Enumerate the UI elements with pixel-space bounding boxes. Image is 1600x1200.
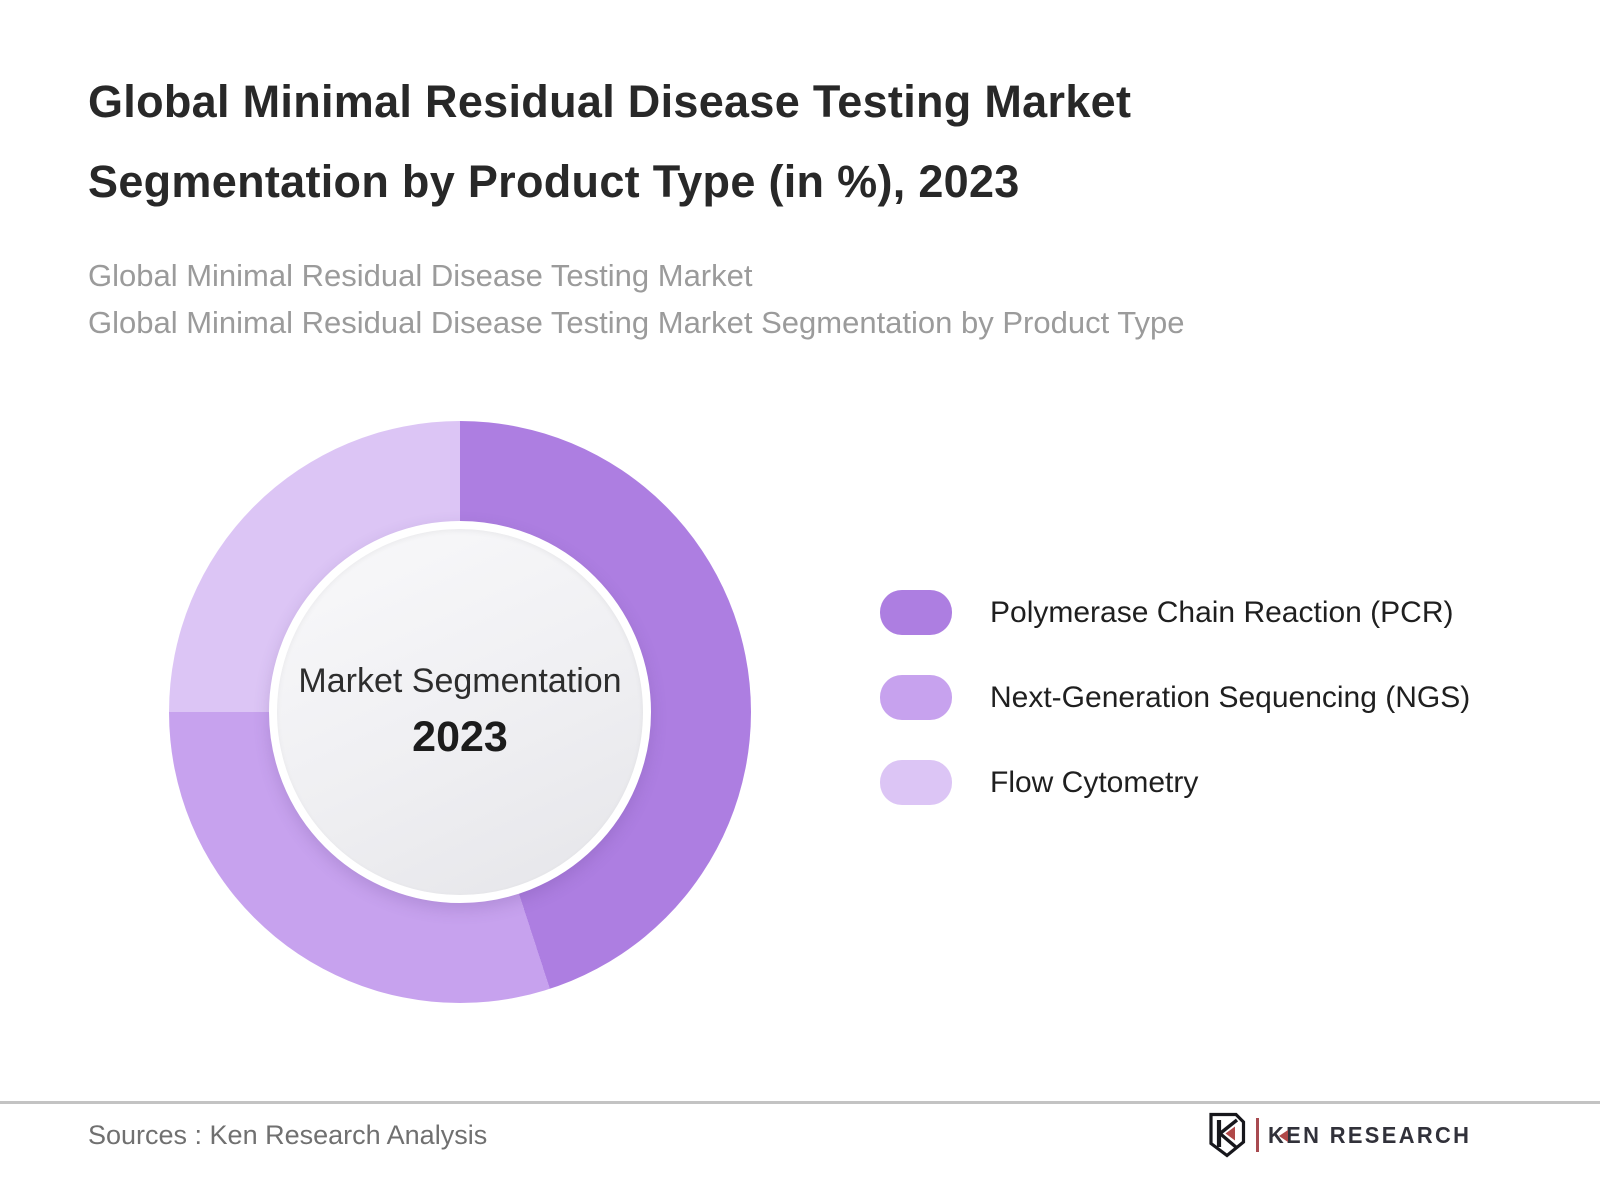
page-subtitle: Global Minimal Residual Disease Testing … <box>88 252 1184 346</box>
ken-research-shield-icon <box>1209 1112 1246 1158</box>
logo-k-accent-icon <box>1278 1129 1288 1142</box>
subtitle-line1: Global Minimal Residual Disease Testing … <box>88 258 753 293</box>
legend-item-pcr: Polymerase Chain Reaction (PCR) <box>880 590 1470 635</box>
legend-swatch-flow-cytometry <box>880 760 952 805</box>
page-title-line1: Global Minimal Residual Disease Testing … <box>88 76 1132 127</box>
page-title-line2: Segmentation by Product Type (in %), 202… <box>88 156 1020 207</box>
legend-label-pcr: Polymerase Chain Reaction (PCR) <box>990 595 1454 629</box>
subtitle-line2: Global Minimal Residual Disease Testing … <box>88 305 1185 340</box>
logo-separator <box>1255 1118 1259 1152</box>
donut-center: Market Segmentation 2023 <box>269 521 651 903</box>
legend-swatch-pcr <box>880 590 952 635</box>
logo-brand-text: KEN RESEARCH <box>1267 1121 1472 1148</box>
logo-wordmark: KEN RESEARCH <box>1268 1122 1482 1149</box>
ken-research-logo: KEN RESEARCH <box>1207 1110 1482 1160</box>
page-title: Global Minimal Residual Disease Testing … <box>88 62 1368 222</box>
source-note: Sources : Ken Research Analysis <box>88 1120 488 1150</box>
legend-item-flow-cytometry: Flow Cytometry <box>880 760 1470 805</box>
legend-label-flow-cytometry: Flow Cytometry <box>990 765 1199 799</box>
footer-divider <box>0 1101 1600 1104</box>
donut-center-year: 2023 <box>412 713 508 761</box>
donut-chart: Market Segmentation 2023 <box>169 421 751 1003</box>
donut-center-title: Market Segmentation <box>298 662 622 700</box>
legend-swatch-ngs <box>880 675 952 720</box>
legend-label-ngs: Next-Generation Sequencing (NGS) <box>990 680 1471 714</box>
legend-item-ngs: Next-Generation Sequencing (NGS) <box>880 675 1470 720</box>
chart-legend: Polymerase Chain Reaction (PCR) Next-Gen… <box>880 590 1470 805</box>
